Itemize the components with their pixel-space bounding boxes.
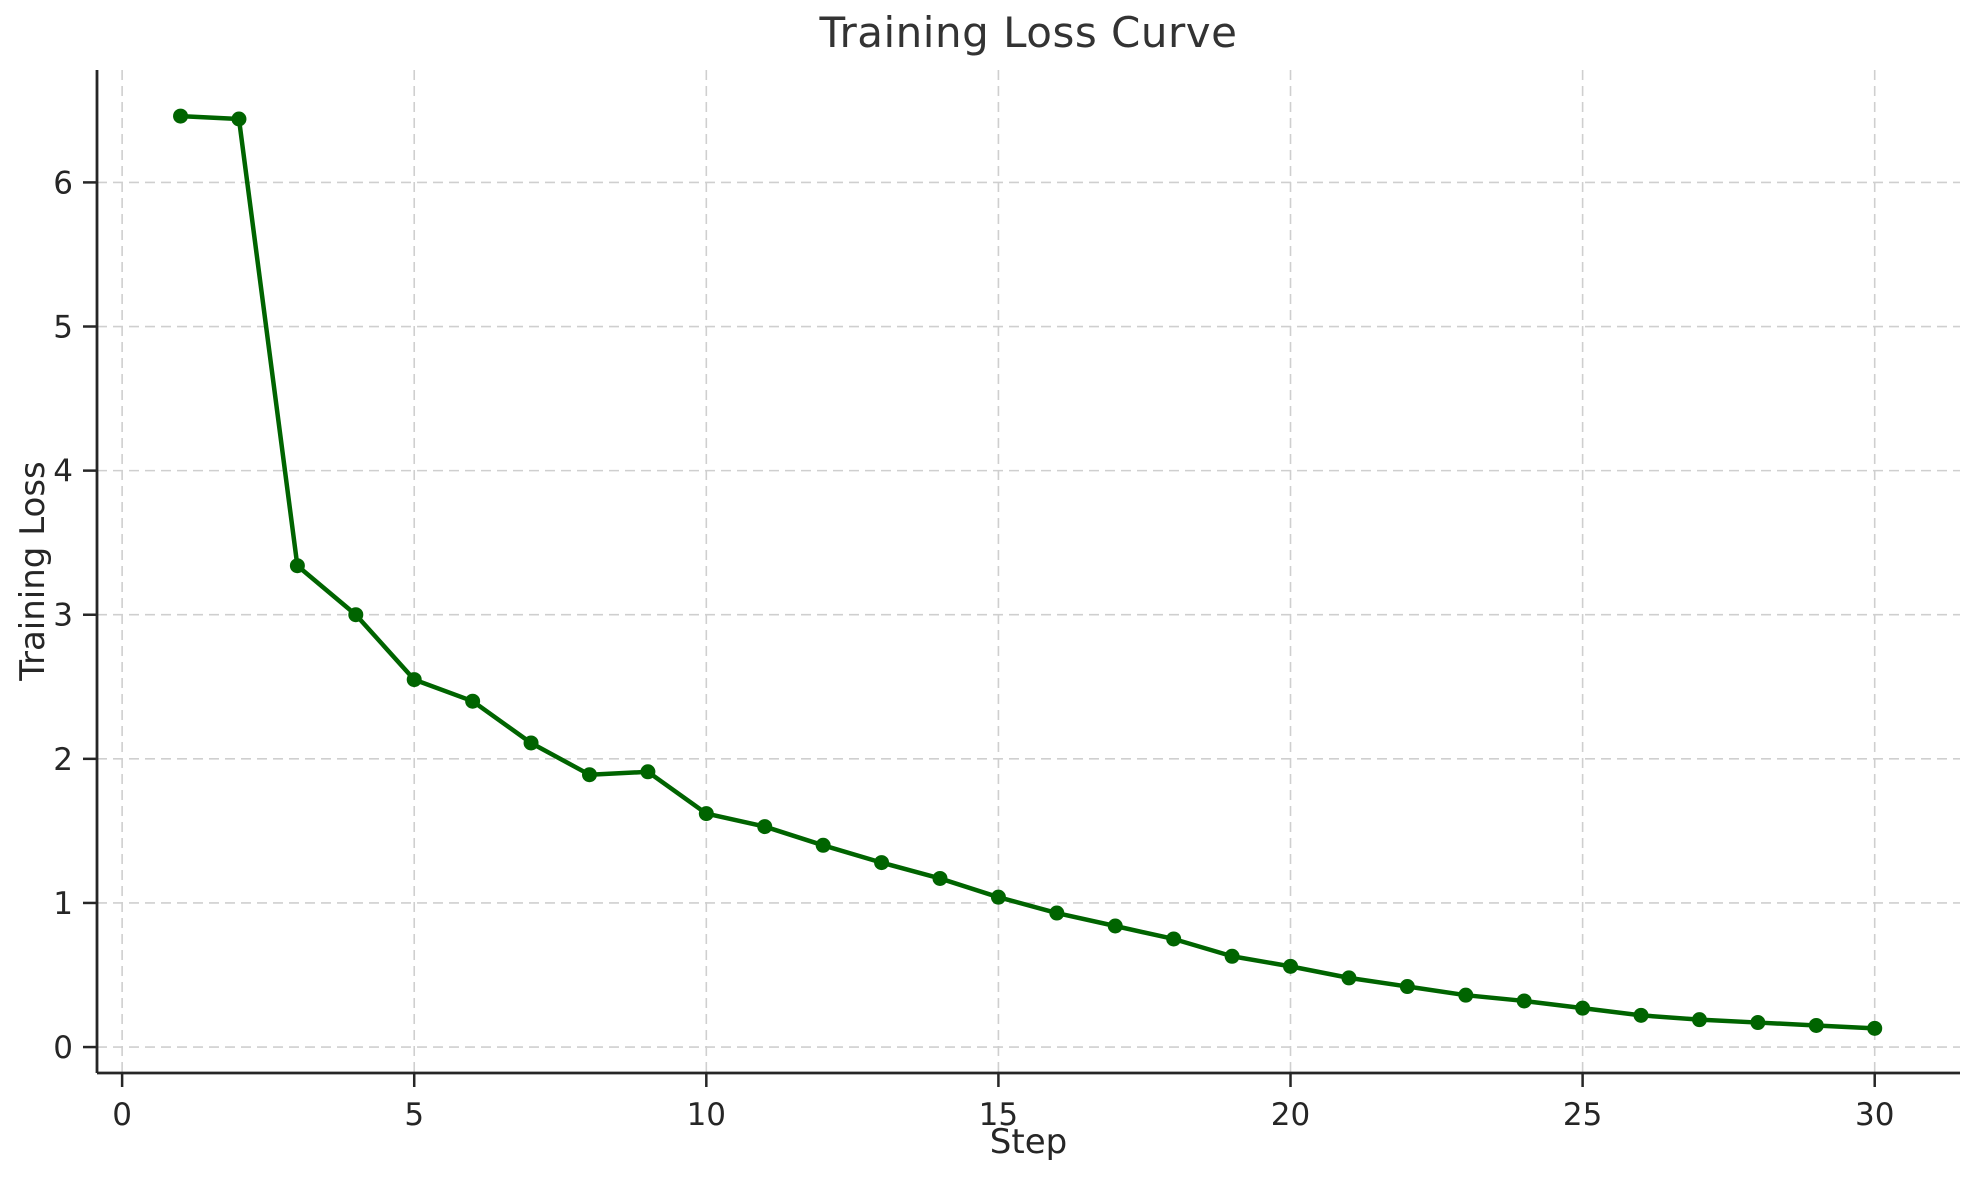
data-point xyxy=(1224,948,1240,964)
data-point xyxy=(1399,979,1415,995)
y-tick-label: 0 xyxy=(53,1030,73,1066)
data-point xyxy=(406,672,422,688)
y-tick-label: 3 xyxy=(53,598,73,634)
data-point xyxy=(757,819,773,835)
y-tick-label: 1 xyxy=(53,886,73,922)
data-point xyxy=(1283,958,1299,974)
data-point xyxy=(990,889,1006,905)
data-point xyxy=(465,693,481,709)
x-tick-label: 20 xyxy=(1271,1097,1310,1133)
data-point xyxy=(1633,1007,1649,1023)
data-point xyxy=(1166,931,1182,947)
x-tick-label: 25 xyxy=(1563,1097,1602,1133)
data-point xyxy=(1458,987,1474,1003)
data-point xyxy=(523,735,539,751)
data-point xyxy=(815,837,831,853)
data-point xyxy=(1341,970,1357,986)
data-point xyxy=(289,558,305,574)
x-tick-label: 30 xyxy=(1855,1097,1894,1133)
y-axis-label: Training Loss xyxy=(13,461,53,681)
data-point xyxy=(698,806,714,822)
x-tick-label: 0 xyxy=(112,1097,132,1133)
loss-line xyxy=(178,113,1877,1031)
data-point xyxy=(348,607,364,623)
data-point xyxy=(1691,1012,1707,1028)
x-tick-label: 5 xyxy=(404,1097,424,1133)
data-point xyxy=(932,870,948,886)
data-point xyxy=(1867,1020,1883,1036)
x-tick-label: 15 xyxy=(979,1097,1018,1133)
chart-title: Training Loss Curve xyxy=(819,8,1238,57)
data-point xyxy=(640,764,656,780)
x-tick-label: 10 xyxy=(687,1097,726,1133)
x-axis-label: Step xyxy=(989,1122,1068,1162)
data-point xyxy=(173,108,189,124)
data-point xyxy=(874,855,890,871)
data-point xyxy=(1107,918,1123,934)
y-tick-label: 2 xyxy=(53,742,73,778)
y-tick-label: 6 xyxy=(53,165,73,201)
data-point xyxy=(1516,993,1532,1009)
data-point xyxy=(1049,905,1065,921)
y-tick-label: 5 xyxy=(53,310,73,346)
data-point xyxy=(1575,1000,1591,1016)
data-point xyxy=(1750,1015,1766,1031)
data-point xyxy=(1808,1017,1824,1033)
y-tick-label: 4 xyxy=(53,454,73,490)
data-point xyxy=(231,111,247,127)
data-point xyxy=(581,767,597,783)
